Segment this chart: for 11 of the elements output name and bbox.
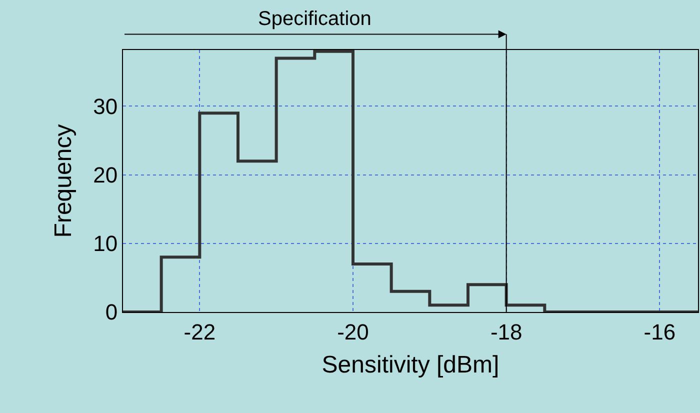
x-tick-label: -18 bbox=[490, 319, 522, 344]
y-tick-label: 0 bbox=[105, 300, 118, 325]
x-tick-label: -22 bbox=[184, 319, 216, 344]
y-tick-label: 20 bbox=[93, 162, 118, 188]
y-tick-label: 10 bbox=[93, 231, 118, 256]
y-tick-label: 30 bbox=[93, 94, 118, 119]
x-axis-title: Sensitivity [dBm] bbox=[322, 352, 500, 379]
x-tick-label: -16 bbox=[644, 319, 676, 344]
y-axis-title: Frequency bbox=[50, 124, 78, 238]
ref-line-label: Specification bbox=[258, 8, 372, 30]
x-tick-label: -20 bbox=[337, 319, 369, 344]
